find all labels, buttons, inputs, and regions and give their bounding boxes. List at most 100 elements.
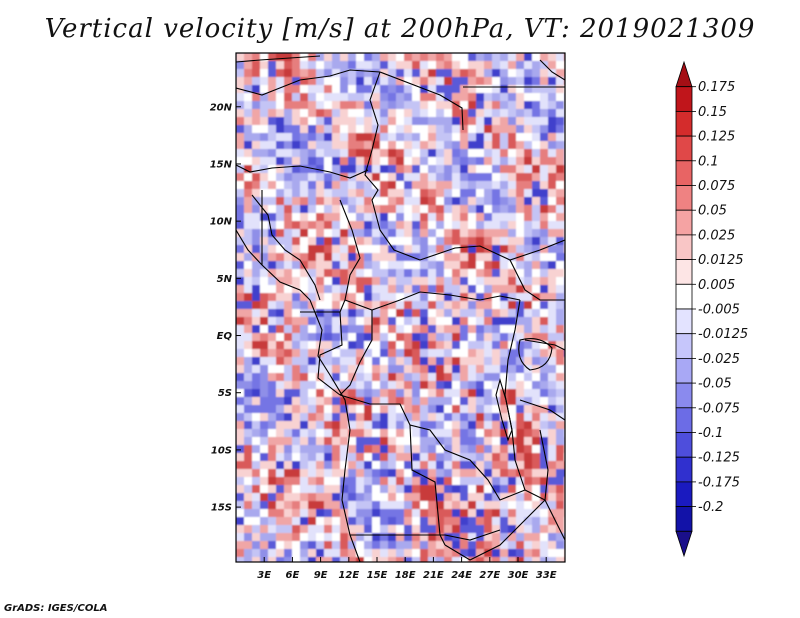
field-cell — [436, 485, 445, 494]
field-cell — [540, 389, 549, 398]
colorbar-segment — [675, 234, 693, 260]
field-cell — [508, 509, 517, 518]
field-cell — [356, 285, 365, 294]
field-cell — [284, 349, 293, 358]
field-cell — [348, 93, 357, 102]
field-cell — [468, 461, 477, 470]
field-cell — [308, 197, 317, 206]
field-cell — [380, 525, 389, 534]
field-cell — [372, 437, 381, 446]
field-cell — [380, 149, 389, 158]
field-cell — [436, 453, 445, 462]
field-cell — [396, 205, 405, 214]
field-cell — [524, 349, 533, 358]
field-cell — [340, 349, 349, 358]
field-cell — [268, 349, 277, 358]
field-cell — [548, 397, 557, 406]
field-cell — [532, 517, 541, 526]
field-cell — [340, 93, 349, 102]
field-cell — [444, 245, 453, 254]
field-cell — [340, 477, 349, 486]
field-cell — [444, 221, 453, 230]
field-cell — [492, 477, 501, 486]
field-cell — [452, 197, 461, 206]
field-cell — [236, 541, 245, 550]
field-cell — [300, 309, 309, 318]
field-cell — [252, 389, 261, 398]
field-cell — [356, 437, 365, 446]
field-cell — [252, 245, 261, 254]
field-cell — [500, 173, 509, 182]
field-cell — [268, 493, 277, 502]
field-cell — [388, 93, 397, 102]
field-cell — [396, 245, 405, 254]
field-cell — [476, 69, 485, 78]
field-cell — [556, 125, 565, 134]
field-cell — [244, 117, 253, 126]
field-cell — [468, 221, 477, 230]
field-cell — [420, 173, 429, 182]
field-cell — [404, 149, 413, 158]
field-cell — [388, 397, 397, 406]
field-cell — [452, 309, 461, 318]
field-cell — [524, 301, 533, 310]
field-cell — [372, 285, 381, 294]
field-cell — [516, 253, 525, 262]
colorbar-label: 0.05 — [698, 204, 727, 219]
field-cell — [516, 333, 525, 342]
field-cell — [476, 229, 485, 238]
field-cell — [236, 157, 245, 166]
field-cell — [396, 261, 405, 270]
field-cell — [476, 213, 485, 222]
field-cell — [516, 461, 525, 470]
field-cell — [364, 469, 373, 478]
field-cell — [532, 317, 541, 326]
field-cell — [276, 493, 285, 502]
field-cell — [380, 493, 389, 502]
field-cell — [516, 381, 525, 390]
field-cell — [356, 293, 365, 302]
field-cell — [524, 253, 533, 262]
field-cell — [500, 229, 509, 238]
field-cell — [436, 101, 445, 110]
field-cell — [244, 469, 253, 478]
field-cell — [260, 389, 269, 398]
field-cell — [236, 349, 245, 358]
field-cell — [444, 205, 453, 214]
field-cell — [412, 541, 421, 550]
field-cell — [356, 453, 365, 462]
field-cell — [356, 229, 365, 238]
field-cell — [252, 229, 261, 238]
field-cell — [396, 381, 405, 390]
field-cell — [388, 205, 397, 214]
field-cell — [244, 549, 253, 558]
field-cell — [492, 317, 501, 326]
field-cell — [524, 285, 533, 294]
field-cell — [284, 261, 293, 270]
field-cell — [524, 541, 533, 550]
field-cell — [524, 93, 533, 102]
field-cell — [324, 349, 333, 358]
field-cell — [356, 317, 365, 326]
field-cell — [244, 325, 253, 334]
field-cell — [340, 301, 349, 310]
field-cell — [412, 197, 421, 206]
field-cell — [396, 325, 405, 334]
field-cell — [252, 317, 261, 326]
field-cell — [548, 541, 557, 550]
field-cell — [260, 317, 269, 326]
field-cell — [276, 365, 285, 374]
field-cell — [236, 333, 245, 342]
field-cell — [236, 197, 245, 206]
field-cell — [524, 405, 533, 414]
field-cell — [460, 173, 469, 182]
field-cell — [348, 333, 357, 342]
field-cell — [508, 53, 517, 62]
field-cell — [556, 421, 565, 430]
field-cell — [388, 85, 397, 94]
field-cell — [548, 509, 557, 518]
field-cell — [556, 269, 565, 278]
field-cell — [492, 413, 501, 422]
field-cell — [436, 405, 445, 414]
field-cell — [332, 533, 341, 542]
